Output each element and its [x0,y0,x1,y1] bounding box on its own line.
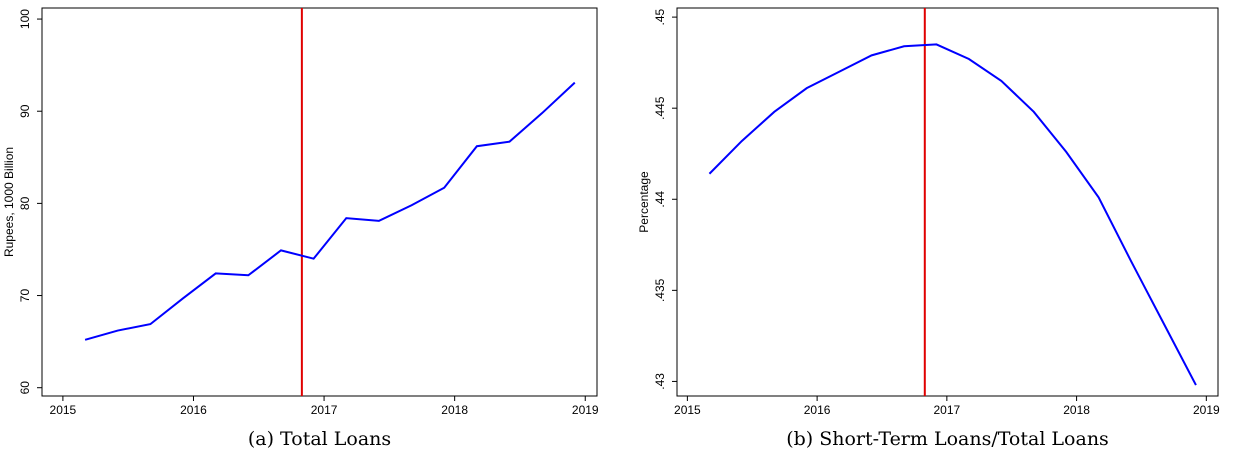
x-tick-label: 2016 [804,403,831,417]
y-tick-label: 60 [18,381,32,395]
y-tick-label: 90 [18,104,32,118]
y-tick-label: .45 [653,8,667,25]
data-line [708,43,1197,386]
y-tick-label: 100 [18,9,32,29]
x-tick-label: 2017 [933,403,960,417]
y-tick-label: .44 [653,191,667,208]
x-tick-label: 2016 [180,403,207,417]
x-tick-label: 2019 [572,403,599,417]
y-tick-label: .43 [653,373,667,390]
plot-frame [676,7,1219,397]
x-tick-label: 2018 [1063,403,1090,417]
x-tick-label: 2015 [50,403,77,417]
x-tick-label: 2018 [441,403,468,417]
caption: (a) Total Loans [248,428,391,450]
x-tick-label: 2015 [674,403,701,417]
caption: (b) Short-Term Loans/Total Loans [786,428,1109,450]
y-tick-label: 80 [18,196,32,210]
y-tick-label: .445 [653,96,667,120]
x-tick-label: 2017 [311,403,338,417]
data-line [84,81,576,341]
y-axis-title: Percentage [637,171,651,233]
y-axis-title: Rupees, 1000 Billion [2,147,16,257]
y-tick-label: .435 [653,278,667,302]
x-tick-label: 2019 [1193,403,1220,417]
plot-frame [41,7,598,397]
y-tick-label: 70 [18,289,32,303]
